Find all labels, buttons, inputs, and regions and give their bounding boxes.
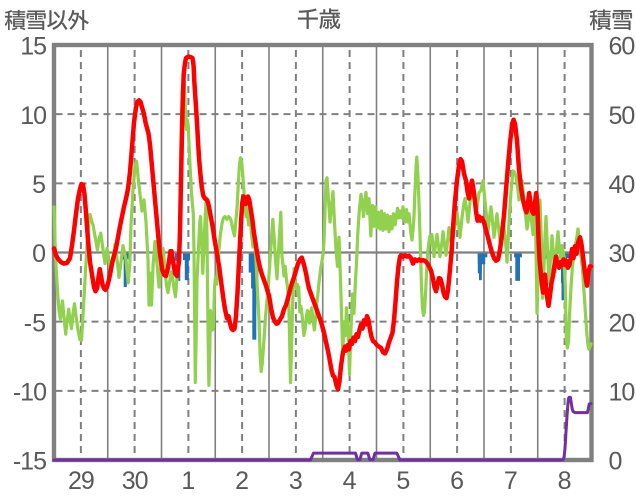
svg-text:-15: -15 bbox=[13, 448, 46, 476]
svg-text:5: 5 bbox=[32, 171, 46, 199]
svg-text:20: 20 bbox=[609, 309, 635, 337]
svg-text:0: 0 bbox=[32, 240, 46, 268]
svg-text:-5: -5 bbox=[24, 309, 46, 337]
svg-text:50: 50 bbox=[609, 102, 635, 130]
svg-text:1: 1 bbox=[181, 467, 195, 495]
svg-text:10: 10 bbox=[20, 102, 46, 130]
svg-text:3: 3 bbox=[289, 467, 303, 495]
svg-text:30: 30 bbox=[122, 467, 148, 495]
svg-text:0: 0 bbox=[609, 448, 623, 476]
svg-text:15: 15 bbox=[20, 33, 46, 61]
svg-text:5: 5 bbox=[396, 467, 410, 495]
svg-text:30: 30 bbox=[609, 240, 635, 268]
svg-text:4: 4 bbox=[343, 467, 357, 495]
svg-text:-10: -10 bbox=[13, 378, 46, 406]
svg-text:7: 7 bbox=[504, 467, 518, 495]
svg-text:8: 8 bbox=[558, 467, 572, 495]
svg-text:10: 10 bbox=[609, 378, 635, 406]
svg-text:40: 40 bbox=[609, 171, 635, 199]
svg-text:29: 29 bbox=[68, 467, 94, 495]
svg-text:2: 2 bbox=[235, 467, 249, 495]
svg-text:6: 6 bbox=[450, 467, 464, 495]
svg-text:60: 60 bbox=[609, 33, 635, 61]
